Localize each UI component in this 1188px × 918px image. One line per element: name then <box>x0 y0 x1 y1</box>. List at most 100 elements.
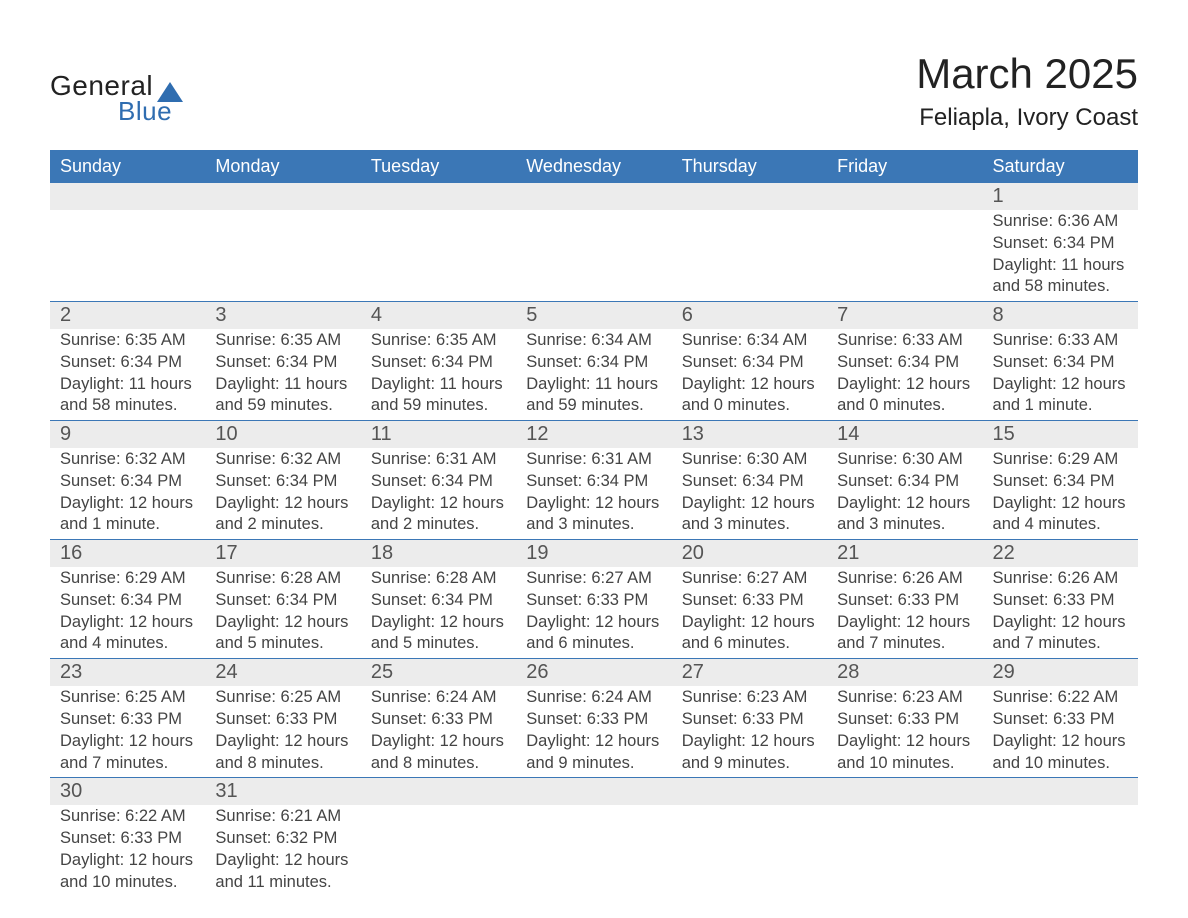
header: General Blue March 2025 Feliapla, Ivory … <box>50 50 1138 132</box>
sunset-text: Sunset: 6:33 PM <box>371 709 506 731</box>
sunset-text: Sunset: 6:34 PM <box>682 471 817 493</box>
day-details-cell: Sunrise: 6:35 AMSunset: 6:34 PMDaylight:… <box>361 329 516 421</box>
sunset-text: Sunset: 6:34 PM <box>993 233 1128 255</box>
sunset-text: Sunset: 6:34 PM <box>60 352 195 374</box>
day-number-cell: 1 <box>983 183 1138 211</box>
day-number-cell: 7 <box>827 302 982 330</box>
sunset-text: Sunset: 6:34 PM <box>215 590 350 612</box>
sunset-text: Sunset: 6:34 PM <box>60 471 195 493</box>
day-details-cell <box>516 805 671 896</box>
day-details-cell: Sunrise: 6:35 AMSunset: 6:34 PMDaylight:… <box>50 329 205 421</box>
sunrise-text: Sunrise: 6:34 AM <box>682 330 817 352</box>
day-number-cell: 29 <box>983 659 1138 687</box>
day-number-cell: 9 <box>50 421 205 449</box>
week-daynum-row: 9101112131415 <box>50 421 1138 449</box>
sunset-text: Sunset: 6:33 PM <box>837 709 972 731</box>
weekday-header: Monday <box>205 151 360 183</box>
day-details-cell: Sunrise: 6:26 AMSunset: 6:33 PMDaylight:… <box>827 567 982 659</box>
day-details-cell: Sunrise: 6:29 AMSunset: 6:34 PMDaylight:… <box>50 567 205 659</box>
week-daynum-row: 23242526272829 <box>50 659 1138 687</box>
daylight-text: Daylight: 11 hours and 58 minutes. <box>993 255 1128 299</box>
day-number-cell: 13 <box>672 421 827 449</box>
sunset-text: Sunset: 6:34 PM <box>837 352 972 374</box>
daylight-text: Daylight: 12 hours and 7 minutes. <box>60 731 195 775</box>
sunrise-text: Sunrise: 6:32 AM <box>60 449 195 471</box>
day-details-cell: Sunrise: 6:29 AMSunset: 6:34 PMDaylight:… <box>983 448 1138 540</box>
sunrise-text: Sunrise: 6:36 AM <box>993 211 1128 233</box>
day-number-cell <box>516 183 671 211</box>
sunset-text: Sunset: 6:33 PM <box>993 709 1128 731</box>
sunrise-text: Sunrise: 6:35 AM <box>215 330 350 352</box>
day-number-cell: 5 <box>516 302 671 330</box>
day-details-cell <box>50 210 205 302</box>
day-details-cell <box>361 805 516 896</box>
day-number-cell <box>672 778 827 806</box>
day-number-cell <box>827 183 982 211</box>
week-details-row: Sunrise: 6:35 AMSunset: 6:34 PMDaylight:… <box>50 329 1138 421</box>
day-number-cell: 8 <box>983 302 1138 330</box>
day-details-cell: Sunrise: 6:28 AMSunset: 6:34 PMDaylight:… <box>361 567 516 659</box>
daylight-text: Daylight: 12 hours and 0 minutes. <box>682 374 817 418</box>
sunset-text: Sunset: 6:34 PM <box>371 471 506 493</box>
sunset-text: Sunset: 6:34 PM <box>215 471 350 493</box>
day-details-cell <box>827 210 982 302</box>
daylight-text: Daylight: 12 hours and 10 minutes. <box>837 731 972 775</box>
daylight-text: Daylight: 12 hours and 0 minutes. <box>837 374 972 418</box>
sunrise-text: Sunrise: 6:26 AM <box>993 568 1128 590</box>
day-number-cell: 25 <box>361 659 516 687</box>
day-details-cell <box>205 210 360 302</box>
daylight-text: Daylight: 12 hours and 7 minutes. <box>993 612 1128 656</box>
day-number-cell: 23 <box>50 659 205 687</box>
daylight-text: Daylight: 12 hours and 11 minutes. <box>215 850 350 894</box>
sunset-text: Sunset: 6:33 PM <box>526 590 661 612</box>
day-details-cell: Sunrise: 6:27 AMSunset: 6:33 PMDaylight:… <box>672 567 827 659</box>
daylight-text: Daylight: 12 hours and 1 minute. <box>993 374 1128 418</box>
day-number-cell: 16 <box>50 540 205 568</box>
daylight-text: Daylight: 11 hours and 59 minutes. <box>215 374 350 418</box>
daylight-text: Daylight: 12 hours and 9 minutes. <box>682 731 817 775</box>
weekday-header: Tuesday <box>361 151 516 183</box>
daylight-text: Daylight: 12 hours and 4 minutes. <box>60 612 195 656</box>
weekday-header: Sunday <box>50 151 205 183</box>
day-details-cell <box>672 210 827 302</box>
daylight-text: Daylight: 12 hours and 6 minutes. <box>682 612 817 656</box>
day-number-cell: 3 <box>205 302 360 330</box>
sunrise-text: Sunrise: 6:32 AM <box>215 449 350 471</box>
day-details-cell: Sunrise: 6:31 AMSunset: 6:34 PMDaylight:… <box>516 448 671 540</box>
week-details-row: Sunrise: 6:25 AMSunset: 6:33 PMDaylight:… <box>50 686 1138 778</box>
sunset-text: Sunset: 6:34 PM <box>837 471 972 493</box>
sunset-text: Sunset: 6:33 PM <box>682 590 817 612</box>
daylight-text: Daylight: 12 hours and 3 minutes. <box>837 493 972 537</box>
sunset-text: Sunset: 6:34 PM <box>371 590 506 612</box>
daylight-text: Daylight: 12 hours and 5 minutes. <box>371 612 506 656</box>
day-details-cell: Sunrise: 6:23 AMSunset: 6:33 PMDaylight:… <box>827 686 982 778</box>
day-number-cell: 19 <box>516 540 671 568</box>
sunrise-text: Sunrise: 6:33 AM <box>837 330 972 352</box>
day-number-cell <box>827 778 982 806</box>
day-number-cell <box>50 183 205 211</box>
logo-text-blue: Blue <box>118 96 183 127</box>
sunrise-text: Sunrise: 6:28 AM <box>215 568 350 590</box>
daylight-text: Daylight: 11 hours and 59 minutes. <box>371 374 506 418</box>
sunrise-text: Sunrise: 6:29 AM <box>993 449 1128 471</box>
sunrise-text: Sunrise: 6:24 AM <box>526 687 661 709</box>
day-details-cell: Sunrise: 6:26 AMSunset: 6:33 PMDaylight:… <box>983 567 1138 659</box>
sunset-text: Sunset: 6:33 PM <box>60 828 195 850</box>
sunrise-text: Sunrise: 6:22 AM <box>60 806 195 828</box>
sunset-text: Sunset: 6:33 PM <box>60 709 195 731</box>
title-block: March 2025 Feliapla, Ivory Coast <box>916 50 1138 132</box>
day-number-cell: 21 <box>827 540 982 568</box>
week-daynum-row: 3031 <box>50 778 1138 806</box>
month-title: March 2025 <box>916 50 1138 98</box>
day-number-cell: 10 <box>205 421 360 449</box>
day-details-cell: Sunrise: 6:25 AMSunset: 6:33 PMDaylight:… <box>205 686 360 778</box>
day-number-cell: 20 <box>672 540 827 568</box>
day-details-cell: Sunrise: 6:32 AMSunset: 6:34 PMDaylight:… <box>50 448 205 540</box>
day-number-cell: 28 <box>827 659 982 687</box>
daylight-text: Daylight: 12 hours and 9 minutes. <box>526 731 661 775</box>
day-details-cell: Sunrise: 6:34 AMSunset: 6:34 PMDaylight:… <box>672 329 827 421</box>
sunset-text: Sunset: 6:33 PM <box>993 590 1128 612</box>
sunrise-text: Sunrise: 6:22 AM <box>993 687 1128 709</box>
day-number-cell: 18 <box>361 540 516 568</box>
day-number-cell: 26 <box>516 659 671 687</box>
